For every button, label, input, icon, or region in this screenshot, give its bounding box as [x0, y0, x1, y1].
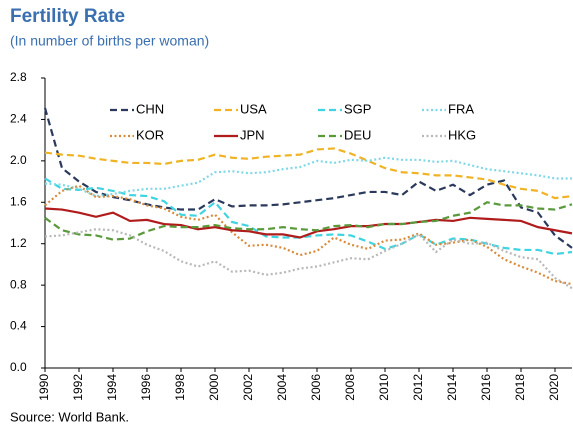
x-tick-label: 2018: [513, 374, 527, 401]
legend-label: HKG: [448, 127, 476, 142]
legend-label: DEU: [344, 127, 371, 142]
legend-label: FRA: [448, 101, 474, 116]
y-tick-label: 2.4: [10, 112, 27, 126]
series-line: [43, 107, 573, 249]
x-tick-label: 1992: [71, 374, 85, 401]
x-tick-label: 2016: [479, 374, 493, 401]
x-tick-label: 2008: [343, 374, 357, 401]
y-tick-label: 1.6: [10, 194, 27, 208]
series-line: [44, 201, 573, 241]
series-line: [44, 147, 573, 200]
x-tick-label: 2012: [411, 374, 425, 401]
y-tick-label: 2.0: [10, 153, 27, 167]
legend-label: SGP: [344, 101, 371, 116]
series-line: [44, 156, 572, 198]
y-tick-label: 0.0: [10, 360, 27, 374]
x-tick-label: 2010: [377, 374, 391, 401]
legend-label: JPN: [240, 127, 265, 142]
x-tick-label: 1990: [37, 374, 51, 401]
x-tick-label: 2006: [309, 374, 323, 401]
x-tick-label: 2014: [445, 374, 459, 401]
series-line: [44, 228, 573, 290]
legend-label: KOR: [136, 127, 164, 142]
x-tick-label: 2004: [275, 374, 289, 401]
series-line: [44, 207, 573, 239]
x-tick-label: 1996: [139, 374, 153, 401]
x-tick-label: 1994: [105, 374, 119, 401]
y-tick-label: 0.8: [10, 277, 27, 291]
legend-label: USA: [240, 101, 267, 116]
x-tick-label: 2020: [547, 374, 561, 401]
x-tick-label: 1998: [173, 374, 187, 401]
series-line: [44, 177, 573, 256]
series-line: [44, 184, 573, 286]
y-tick-label: 2.8: [10, 70, 27, 84]
chart-title: Fertility Rate: [10, 6, 125, 27]
y-tick-label: 0.4: [10, 319, 27, 333]
x-tick-label: 2000: [207, 374, 221, 401]
y-tick-label: 1.2: [10, 236, 27, 250]
x-tick-label: 2002: [241, 374, 255, 401]
legend-label: CHN: [136, 101, 164, 116]
source-note: Source: World Bank.: [10, 409, 129, 424]
chart-subtitle: (In number of births per woman): [10, 33, 209, 49]
